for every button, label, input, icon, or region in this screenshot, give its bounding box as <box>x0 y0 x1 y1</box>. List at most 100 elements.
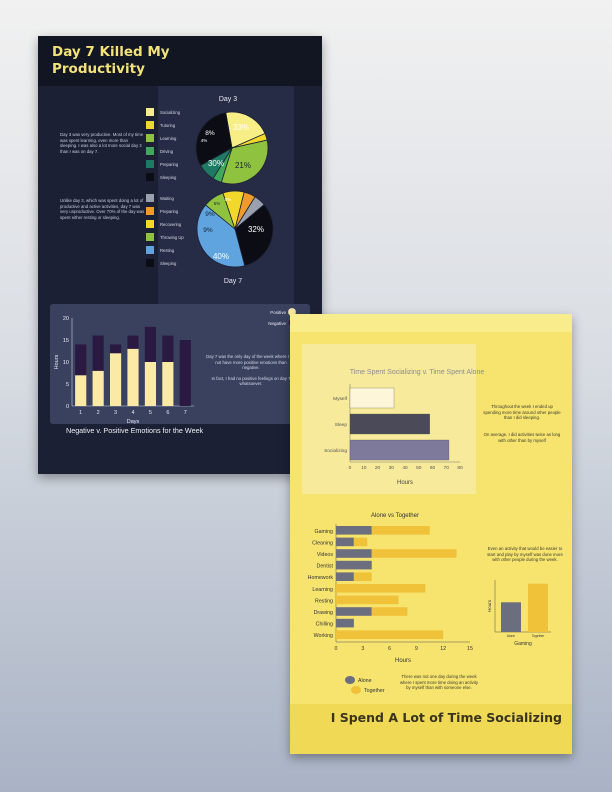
note-1: Throughout the week I ended up spending … <box>483 404 561 421</box>
y-tick-label: Gaming <box>314 529 333 535</box>
legend-label: Socializing <box>160 109 181 115</box>
legend-item: Socializing <box>146 108 180 116</box>
pie-data-label: 33% <box>233 123 249 132</box>
y-tick-label: 20 <box>63 316 69 322</box>
bar-segment <box>127 348 139 406</box>
bar-segment <box>336 526 372 535</box>
legend-item: Driving <box>146 147 173 155</box>
emotions-note-2: In fact, I had no positive feelings on d… <box>211 375 291 387</box>
y-tick-label: Videos <box>317 552 333 558</box>
pie-slice <box>195 112 233 167</box>
bar-segment <box>371 607 408 616</box>
y-axis-label: Hours <box>54 354 60 369</box>
pie-data-label: 4% <box>201 138 208 143</box>
legend-label: Throwing Up <box>160 234 184 240</box>
x-axis-label: Gaming <box>514 641 532 647</box>
y-tick-label: Working <box>314 633 333 639</box>
y-tick-label: 15 <box>63 338 69 344</box>
x-tick-label: 6 <box>388 646 391 652</box>
bar-segment <box>336 572 354 581</box>
legend-item: Preparing <box>146 160 178 168</box>
legend-label: Waiting <box>160 195 174 201</box>
bar <box>349 387 395 409</box>
legend-label: Preparing <box>160 161 179 167</box>
legend-item: Sleeping <box>146 173 176 181</box>
y-tick-label: Drawing <box>314 610 333 616</box>
x-tick-label: 40 <box>402 465 408 471</box>
x-tick-label: 0 <box>335 646 338 652</box>
y-tick-label: Myself <box>333 396 348 402</box>
pie-data-label: 5% <box>214 201 221 206</box>
bar-segment <box>75 375 87 406</box>
y-tick-label: Cleaning <box>312 540 333 546</box>
pie-data-label: 5% <box>225 197 232 202</box>
bar-segment <box>162 362 174 406</box>
x-tick-label: Together <box>532 634 545 638</box>
x-axis-label: Days <box>127 419 140 424</box>
pie-data-label: 30% <box>208 159 224 168</box>
social-charts: Time Spent Socializing v. Time Spent Alo… <box>308 369 551 694</box>
legend-label: Learning <box>160 135 177 141</box>
x-tick-label: 30 <box>389 465 395 471</box>
bar-segment <box>109 344 122 354</box>
legend-swatch <box>146 108 154 116</box>
legend-label: Sleeping <box>160 174 177 180</box>
legend-swatch <box>351 686 361 694</box>
note-3: Even an activity that would be easier to… <box>487 546 563 563</box>
legend-item: Throwing Up <box>146 233 184 241</box>
legend-swatch <box>146 233 154 241</box>
legend-swatch <box>146 147 154 155</box>
x-tick-label: 50 <box>416 465 422 471</box>
bar-segment <box>336 537 354 547</box>
bar-segment <box>336 618 354 628</box>
legend-swatch <box>146 173 154 181</box>
x-tick-label: 3 <box>114 410 117 416</box>
bar-segment <box>144 326 157 362</box>
pie-slice <box>196 204 246 268</box>
legend-swatch <box>146 207 154 215</box>
day3-description: Day 3 was very productive. Most of my ti… <box>60 132 144 154</box>
legend-item: Waiting <box>146 194 174 202</box>
pie-slice <box>220 139 269 185</box>
legend-swatch <box>146 246 154 254</box>
x-tick-label: 20 <box>375 465 381 471</box>
bar-segment <box>92 335 104 371</box>
bar-segment <box>336 560 372 570</box>
pie-slice <box>234 196 265 230</box>
emotions-bar-chart: 0 5 10 15 20 1 2 3 4 5 6 7 Days Hours Positive Negative <box>54 307 297 424</box>
pie-data-label: 8% <box>205 130 215 137</box>
bar-segment <box>336 630 444 639</box>
bar-segment <box>127 335 139 349</box>
bar-segment <box>336 549 372 558</box>
pie-data-label: 32% <box>248 225 264 234</box>
poster-header <box>38 36 322 86</box>
legend-label: Driving <box>160 148 174 154</box>
legend-swatch <box>146 121 154 129</box>
legend-swatch <box>146 134 154 142</box>
legend-swatch <box>146 220 154 228</box>
bar-segment <box>144 362 157 406</box>
legend-label: Positive <box>270 310 286 315</box>
legend-swatch <box>146 194 154 202</box>
bar <box>528 583 548 632</box>
emotions-note-1: Day 7 was the only day of the week where… <box>206 354 296 371</box>
x-tick-label: 6 <box>166 410 169 416</box>
bar-segment <box>371 526 430 535</box>
x-tick-label: Alone <box>507 634 515 638</box>
x-tick-label: 60 <box>430 465 436 471</box>
legend-label: Resting <box>160 247 175 253</box>
poster-title: Day 7 Killed My Productivity <box>52 44 170 77</box>
legend-item: Tutoring <box>146 121 175 129</box>
bar <box>501 602 521 632</box>
x-axis-label: Hours <box>395 658 411 664</box>
bar-segment <box>162 335 174 362</box>
bar-segment <box>336 607 372 616</box>
legend-label: Tutoring <box>160 122 176 128</box>
pie-data-label: 9% <box>205 211 215 218</box>
x-tick-label: 15 <box>467 646 473 652</box>
y-tick-label: Resting <box>315 598 333 604</box>
x-tick-label: 70 <box>444 465 450 471</box>
x-tick-label: 2 <box>97 410 100 416</box>
legend-item: Recovering <box>146 220 181 228</box>
legend-swatch <box>146 160 154 168</box>
